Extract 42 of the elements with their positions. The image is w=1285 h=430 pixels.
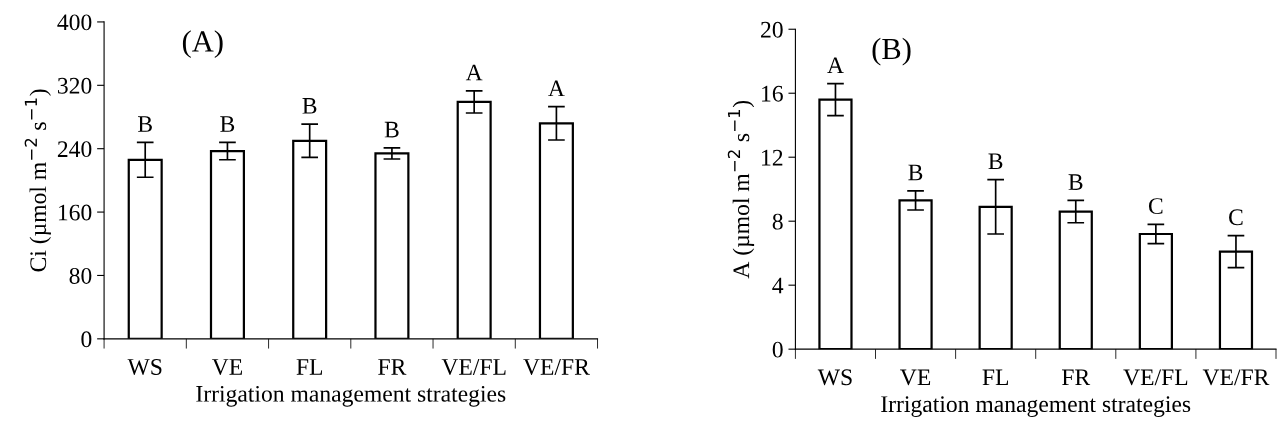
x-tick-label: FR	[378, 359, 407, 375]
annotation: B	[988, 153, 1003, 170]
annotation: B	[384, 121, 399, 138]
x-tick-label: VE/FL	[441, 359, 506, 376]
y-tick-label: 0	[81, 331, 92, 348]
y-tick-label: 320	[57, 77, 92, 94]
x-tick-label: VE/FL	[1123, 369, 1188, 386]
y-axis-title: Ci (µmol m$^{−2}$ s$^{−1}$)	[24, 89, 51, 272]
x-tick-label: FL	[296, 359, 323, 375]
x-tick-label: WS	[817, 369, 852, 386]
y-tick-label: 80	[69, 267, 92, 284]
y-tick-label: 12	[762, 149, 783, 166]
y-tick-label: 0	[772, 341, 783, 358]
x-tick-label: FR	[1062, 369, 1091, 385]
annotation: A	[827, 57, 844, 74]
chart-title: (A)	[182, 30, 223, 58]
y-tick-label: 16	[762, 85, 783, 102]
chart-title: (B)	[872, 37, 911, 66]
x-axis-title: Irrigation management strategies	[881, 396, 1191, 417]
annotation: C	[1229, 209, 1243, 226]
x-tick-label: VE	[211, 359, 243, 376]
y-tick-label: 160	[58, 204, 92, 221]
x-tick-label: VE	[900, 369, 931, 386]
annotation: B	[220, 116, 235, 132]
annotation: B	[302, 98, 317, 114]
annotation: A	[465, 64, 483, 81]
annotation: C	[1148, 198, 1163, 215]
y-tick-label: 240	[57, 141, 92, 158]
annotation: B	[908, 164, 923, 181]
x-tick-label: WS	[127, 359, 162, 376]
annotation: B	[1068, 174, 1083, 190]
y-tick-label: 8	[772, 213, 783, 230]
y-tick-label: 4	[772, 277, 784, 294]
x-tick-label: VE/FR	[1202, 369, 1270, 386]
y-tick-label: 400	[57, 14, 92, 31]
annotation: B	[138, 116, 152, 132]
annotation: A	[548, 80, 565, 97]
y-tick-label: 20	[761, 21, 783, 38]
y-axis-title: A (µmol m$^{−2}$ s$^{−1}$)	[727, 100, 755, 279]
x-tick-label: VE/FR	[523, 359, 590, 376]
x-axis-title: Irrigation management strategies	[196, 385, 506, 407]
x-tick-label: FL	[982, 369, 1009, 385]
